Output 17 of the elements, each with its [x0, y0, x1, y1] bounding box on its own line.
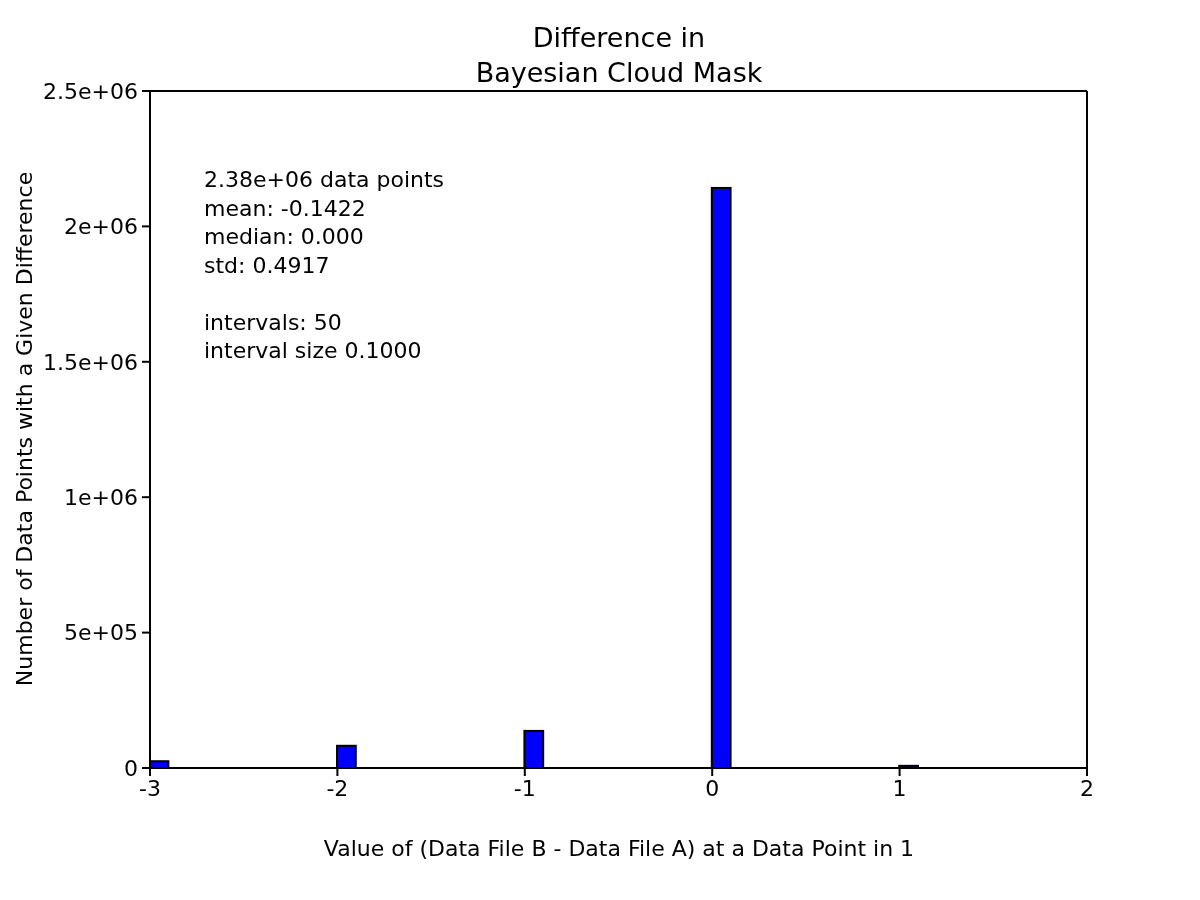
y-tick-label: 2e+06	[64, 214, 138, 240]
y-tick-label: 0	[124, 755, 138, 781]
x-axis-title: Value of (Data File B - Data File A) at a Data Point in 1	[322, 836, 916, 861]
annotation: intervals: 50 interval size 0.1000	[204, 308, 423, 365]
y-tick-label: 1.5e+06	[43, 349, 138, 375]
y-tick-label: 1e+06	[64, 485, 138, 511]
x-tick-label: 1	[892, 775, 907, 801]
x-tick-label: 0	[705, 775, 720, 801]
annotation: 2.38e+06 data points mean: -0.1422 median: 0.000 std: 0.4917	[204, 166, 445, 280]
y-tick-label: 5e+05	[64, 620, 138, 646]
x-tick-label: 2	[1080, 775, 1094, 801]
y-tick-label: 2.5e+06	[43, 78, 138, 104]
x-tick-label: -1	[513, 775, 536, 801]
x-tick-label: -2	[326, 775, 349, 801]
chart-title: Difference in Bayesian Cloud Mask	[474, 21, 764, 90]
x-tick-label: -3	[139, 775, 161, 801]
y-axis-title: Number of Data Points with a Given Difference	[11, 171, 37, 687]
